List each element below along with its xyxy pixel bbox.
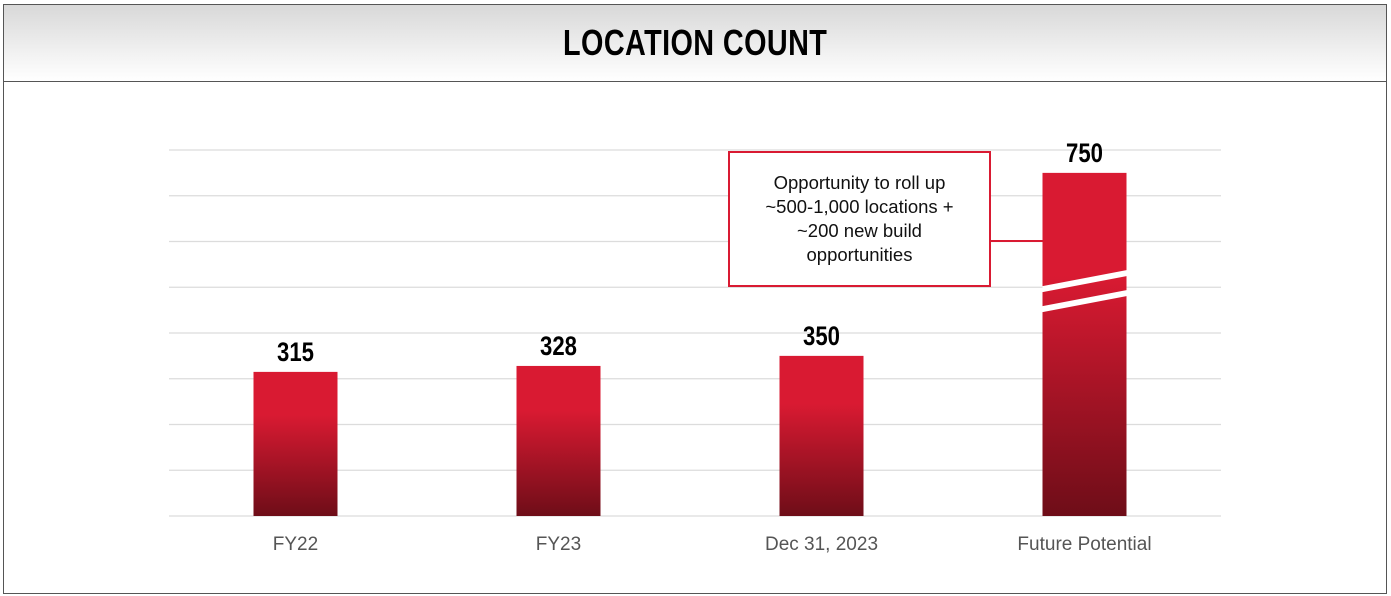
annotation-line: ~500-1,000 locations + (765, 196, 954, 217)
x-tick-label: FY22 (273, 534, 318, 555)
x-tick-label: Dec 31, 2023 (765, 534, 878, 555)
annotation-line: opportunities (806, 244, 913, 265)
bar (253, 371, 338, 516)
data-label: 350 (803, 322, 840, 352)
annotation-line: ~200 new build (797, 220, 922, 241)
annotation-line: Opportunity to roll up (773, 172, 946, 193)
labels: 315 FY22 328 FY23 350 Dec 31, 2023 750 Future P… (273, 139, 1152, 555)
chart-frame: LOCATION COUNT (3, 4, 1387, 594)
chart-title: LOCATION COUNT (562, 22, 828, 63)
annotation-box: Opportunity to roll up ~500-1,000 locati… (728, 151, 991, 287)
chart-header: LOCATION COUNT (4, 5, 1386, 82)
axis-break-mark (1042, 290, 1127, 313)
data-label: 750 (1066, 139, 1103, 169)
bar (1042, 172, 1127, 516)
bar (516, 365, 601, 516)
data-label: 328 (540, 332, 577, 362)
bar (779, 355, 864, 516)
x-tick-label: Future Potential (1017, 534, 1151, 555)
data-label: 315 (277, 338, 314, 368)
x-tick-label: FY23 (536, 534, 581, 555)
axis-break-mark (1042, 270, 1127, 293)
bars (253, 172, 1127, 516)
annotation-connector (990, 240, 1047, 242)
